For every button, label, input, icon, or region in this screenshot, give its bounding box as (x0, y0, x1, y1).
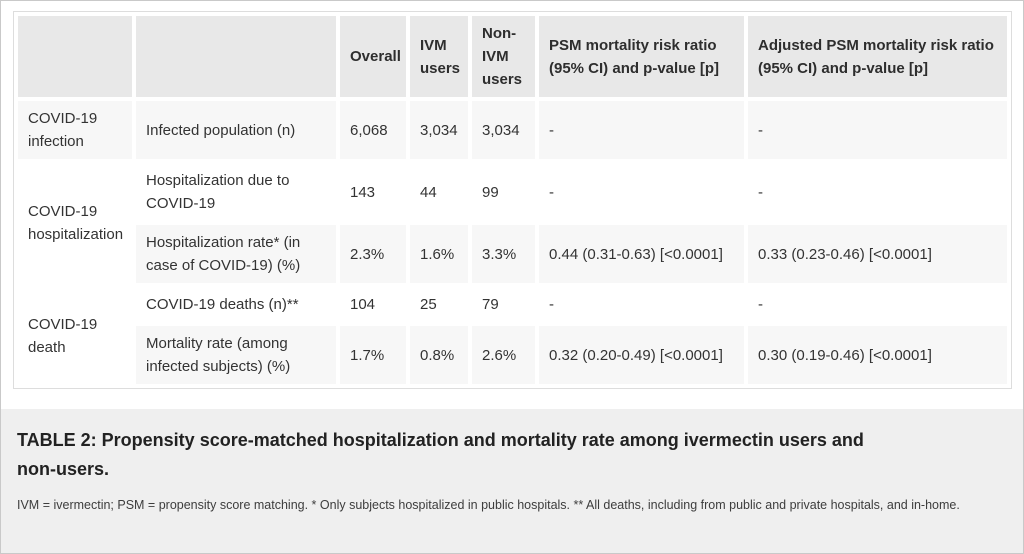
cell-ivm-users: 1.6% (410, 225, 468, 283)
cell-adjusted-psm-risk-ratio: - (748, 287, 1007, 322)
cell-ivm-users: 44 (410, 163, 468, 221)
cell-non-ivm-users: 3,034 (472, 101, 535, 159)
cell-psm-risk-ratio: 0.44 (0.31-0.63) [<0.0001] (539, 225, 744, 283)
table-footnote: IVM = ivermectin; PSM = propensity score… (17, 498, 960, 512)
header-psm-risk-ratio: PSM mortality risk ratio (95% CI) and p-… (539, 16, 744, 97)
cell-adjusted-psm-risk-ratio: 0.30 (0.19-0.46) [<0.0001] (748, 326, 1007, 384)
cell-overall: 1.7% (340, 326, 406, 384)
header-overall: Overall (340, 16, 406, 97)
header-non-ivm-users: Non-IVM users (472, 16, 535, 97)
header-adjusted-psm-risk-ratio: Adjusted PSM mortality risk ratio (95% C… (748, 16, 1007, 97)
cell-adjusted-psm-risk-ratio: - (748, 101, 1007, 159)
metric-label: Hospitalization rate* (in case of COVID-… (136, 225, 336, 283)
table-container: Overall IVM users Non-IVM users PSM mort… (1, 1, 1023, 389)
cell-overall: 6,068 (340, 101, 406, 159)
metric-label: Mortality rate (among infected subjects)… (136, 326, 336, 384)
cell-overall: 104 (340, 287, 406, 322)
table-caption: TABLE 2: Propensity score-matched hospit… (17, 430, 864, 479)
cell-adjusted-psm-risk-ratio: - (748, 163, 1007, 221)
table-row: COVID-19 death COVID-19 deaths (n)** 104… (18, 287, 1007, 384)
table-row: Mortality rate (among infected subjects)… (18, 326, 1007, 384)
table-row: Hospitalization rate* (in case of COVID-… (18, 225, 1007, 283)
results-table: Overall IVM users Non-IVM users PSM mort… (13, 11, 1012, 389)
group-label-hospitalization: COVID-19 hospitalization (18, 163, 132, 283)
cell-non-ivm-users: 99 (472, 163, 535, 221)
cell-ivm-users: 3,034 (410, 101, 468, 159)
header-ivm-users: IVM users (410, 16, 468, 97)
cell-ivm-users: 0.8% (410, 326, 468, 384)
cell-non-ivm-users: 3.3% (472, 225, 535, 283)
table-row: COVID-19 infection Infected population (… (18, 101, 1007, 159)
cell-non-ivm-users: 2.6% (472, 326, 535, 384)
cell-overall: 143 (340, 163, 406, 221)
metric-label: COVID-19 deaths (n)** (136, 287, 336, 322)
cell-psm-risk-ratio: - (539, 163, 744, 221)
group-label-infection: COVID-19 infection (18, 101, 132, 159)
cell-psm-risk-ratio: - (539, 101, 744, 159)
cell-psm-risk-ratio: - (539, 287, 744, 322)
cell-overall: 2.3% (340, 225, 406, 283)
caption-panel: TABLE 2: Propensity score-matched hospit… (1, 409, 1023, 553)
metric-label: Infected population (n) (136, 101, 336, 159)
group-label-death: COVID-19 death (18, 287, 132, 384)
metric-label: Hospitalization due to COVID-19 (136, 163, 336, 221)
header-group-blank (18, 16, 132, 97)
cell-non-ivm-users: 79 (472, 287, 535, 322)
cell-ivm-users: 25 (410, 287, 468, 322)
cell-psm-risk-ratio: 0.32 (0.20-0.49) [<0.0001] (539, 326, 744, 384)
table-row: COVID-19 hospitalization Hospitalization… (18, 163, 1007, 283)
cell-adjusted-psm-risk-ratio: 0.33 (0.23-0.46) [<0.0001] (748, 225, 1007, 283)
header-metric-blank (136, 16, 336, 97)
header-row: Overall IVM users Non-IVM users PSM mort… (18, 16, 1007, 97)
